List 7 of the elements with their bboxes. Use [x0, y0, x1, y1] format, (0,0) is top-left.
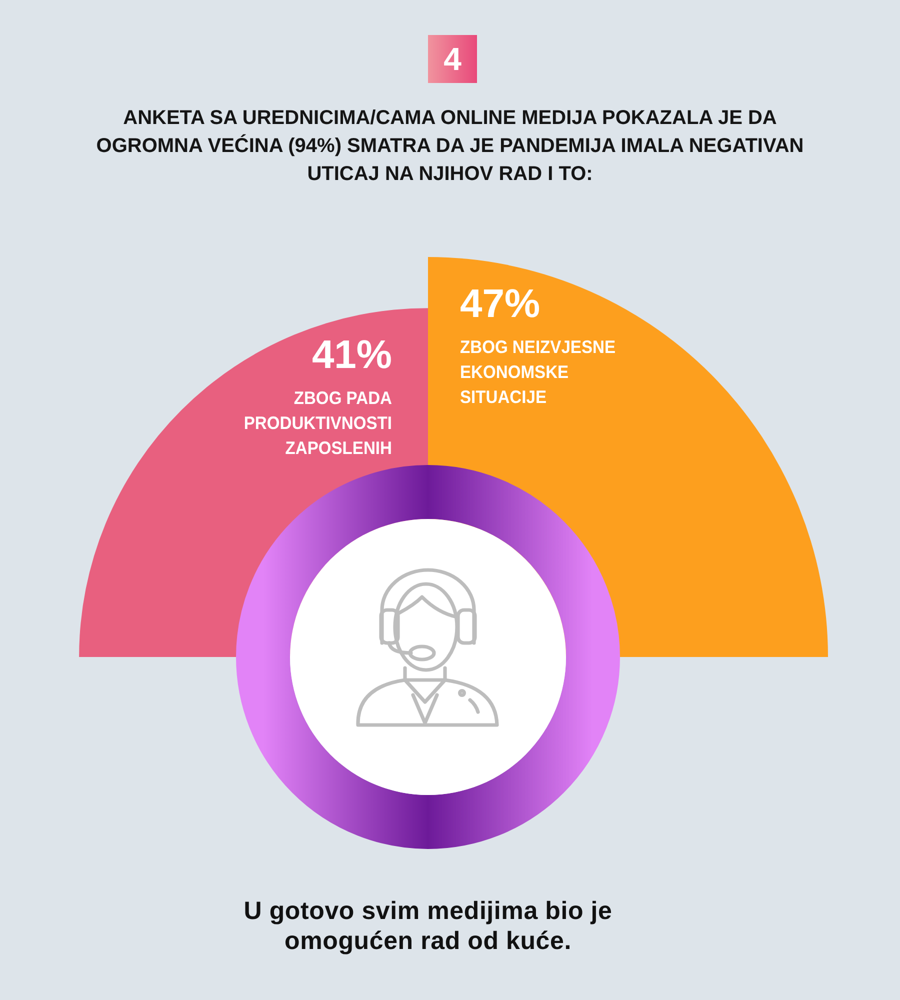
text: U gotovo svim medijima bio je omogućen rad od kuće.	[242, 896, 614, 956]
category-label: ZBOG PADA PRODUKTIVNOSTI ZAPOSLENIH	[242, 387, 392, 460]
number-badge: 4	[428, 35, 477, 83]
text: ANKETA SA UREDNICIMA/CAMA ONLINE MEDIJA POKAZALA JE DA OGROMNA VEĆINA (94%) SMATRA DA JE PANDEMIJA IMALA NEGATIVAN UTICAJ NA NJIHOV RAD I TO:	[95, 106, 805, 187]
data-label: 47%	[460, 281, 542, 327]
category-label: ZBOG NEIZVJESNE EKONOMSKE SITUACIJE	[460, 336, 616, 409]
data-label: 41%	[310, 332, 392, 378]
